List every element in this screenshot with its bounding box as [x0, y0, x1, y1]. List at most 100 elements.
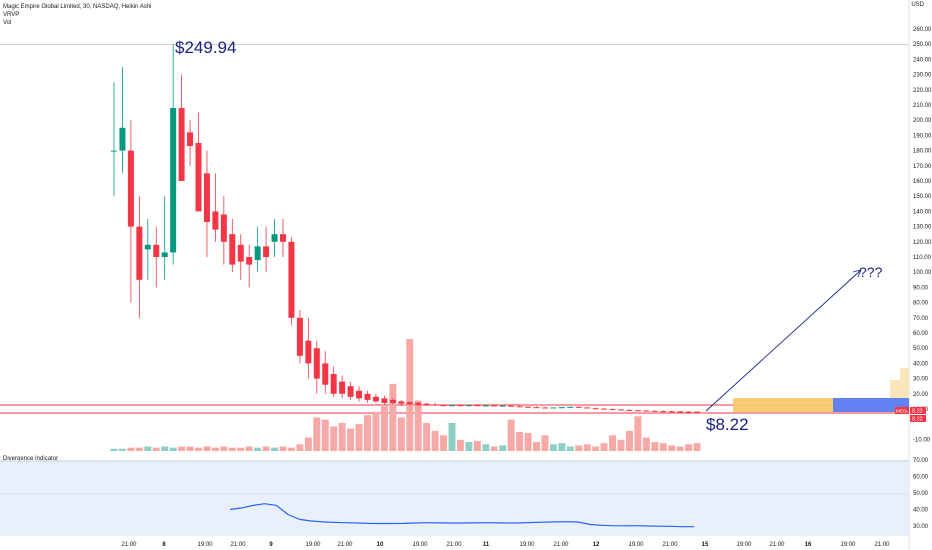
volume-bar[interactable] — [203, 446, 211, 451]
volume-bar[interactable] — [161, 446, 169, 451]
volume-bar[interactable] — [330, 426, 338, 451]
symbol-legend[interactable]: Magic Empire Global Limited, 30, NASDAQ,… — [3, 4, 152, 10]
candle-body[interactable] — [457, 405, 464, 407]
volume-bar[interactable] — [490, 446, 498, 451]
candle-body[interactable] — [651, 410, 658, 412]
volume-bar[interactable] — [685, 444, 693, 451]
volume-bar[interactable] — [617, 439, 625, 451]
volume-bar[interactable] — [524, 433, 532, 451]
volume-bar[interactable] — [245, 446, 253, 451]
volume-bar[interactable] — [549, 444, 557, 451]
candle-body[interactable] — [668, 411, 675, 413]
volume-bar[interactable] — [625, 430, 633, 451]
candle-body[interactable] — [161, 252, 168, 257]
volume-bar[interactable] — [558, 443, 566, 451]
candle-body[interactable] — [423, 403, 430, 406]
candle-body[interactable] — [136, 226, 143, 280]
candle-body[interactable] — [440, 405, 447, 407]
candle-body[interactable] — [178, 108, 185, 181]
volume-bar[interactable] — [271, 447, 279, 451]
candle-body[interactable] — [229, 234, 236, 265]
volume-bar[interactable] — [262, 446, 270, 451]
candle-body[interactable] — [111, 150, 117, 152]
candle-body[interactable] — [516, 406, 523, 408]
volume-bar[interactable] — [347, 428, 355, 451]
candle-body[interactable] — [296, 317, 303, 356]
candle-body[interactable] — [356, 390, 363, 399]
candle-body[interactable] — [144, 244, 151, 250]
candle-body[interactable] — [127, 150, 134, 227]
volume-bar[interactable] — [304, 437, 312, 451]
candle-body[interactable] — [609, 409, 616, 410]
candle-body[interactable] — [263, 246, 270, 257]
candle-body[interactable] — [550, 407, 557, 409]
volume-bar[interactable] — [144, 446, 152, 451]
candle-body[interactable] — [449, 405, 455, 407]
candle-body[interactable] — [491, 405, 498, 407]
divergence-title[interactable]: Divergence Indicator — [3, 456, 59, 462]
volume-bar[interactable] — [364, 415, 371, 451]
candle-body[interactable] — [347, 386, 354, 397]
candle-body[interactable] — [685, 411, 692, 413]
candle-body[interactable] — [584, 407, 591, 409]
candle-body[interactable] — [330, 374, 337, 394]
volume-bar[interactable] — [609, 435, 617, 451]
volume-bar[interactable] — [592, 446, 600, 451]
candle-body[interactable] — [415, 402, 422, 406]
candle-body[interactable] — [254, 246, 261, 261]
volume-bar[interactable] — [456, 439, 464, 451]
volume-bar[interactable] — [127, 447, 135, 451]
candle-body[interactable] — [280, 234, 286, 242]
candle-body[interactable] — [212, 211, 219, 230]
candle-body[interactable] — [203, 173, 210, 223]
candle-body[interactable] — [220, 214, 227, 242]
candle-body[interactable] — [246, 257, 253, 265]
vrvp-legend[interactable]: VRVP — [3, 12, 20, 18]
volume-bar[interactable] — [110, 448, 118, 451]
volume-bar[interactable] — [195, 447, 202, 451]
candle-body[interactable] — [575, 406, 582, 408]
candle-body[interactable] — [660, 411, 667, 413]
volume-bar[interactable] — [178, 446, 186, 451]
candle-body[interactable] — [634, 410, 641, 412]
volume-bar[interactable] — [634, 416, 642, 451]
candle-body[interactable] — [592, 408, 599, 410]
candle-body[interactable] — [153, 244, 160, 257]
volume-bar[interactable] — [448, 423, 456, 451]
volume-bar[interactable] — [237, 447, 245, 451]
candle-body[interactable] — [643, 410, 650, 412]
volume-bar[interactable] — [372, 411, 380, 451]
volume-bar[interactable] — [575, 445, 583, 451]
volume-bar[interactable] — [423, 423, 431, 451]
candle-body[interactable] — [694, 411, 701, 413]
volume-bar[interactable] — [600, 443, 608, 451]
candle-body[interactable] — [313, 348, 320, 379]
volume-bar[interactable] — [414, 400, 422, 451]
volume-bar[interactable] — [566, 446, 574, 451]
candle-body[interactable] — [567, 406, 574, 408]
candle-body[interactable] — [541, 407, 548, 409]
volume-bar[interactable] — [254, 447, 262, 451]
candle-body[interactable] — [364, 393, 371, 400]
candle-body[interactable] — [237, 244, 244, 262]
volume-bar[interactable] — [541, 435, 549, 451]
volume-bar[interactable] — [169, 447, 177, 451]
volume-bar[interactable] — [186, 446, 194, 451]
volume-bar[interactable] — [473, 440, 481, 451]
volume-bar[interactable] — [499, 445, 507, 451]
volume-bar[interactable] — [355, 424, 363, 451]
candle-body[interactable] — [465, 405, 472, 407]
candle-body[interactable] — [195, 143, 202, 212]
candle-body[interactable] — [288, 241, 295, 318]
volume-bar[interactable] — [220, 446, 228, 451]
volume-bar[interactable] — [693, 443, 701, 451]
volume-bar[interactable] — [440, 435, 448, 451]
candle-body[interactable] — [271, 234, 278, 242]
candle-body[interactable] — [389, 399, 396, 403]
candle-body[interactable] — [432, 404, 439, 406]
candle-body[interactable] — [187, 132, 194, 147]
candle-body[interactable] — [626, 409, 633, 411]
candle-body[interactable] — [305, 340, 312, 364]
volume-bar[interactable] — [135, 447, 143, 451]
